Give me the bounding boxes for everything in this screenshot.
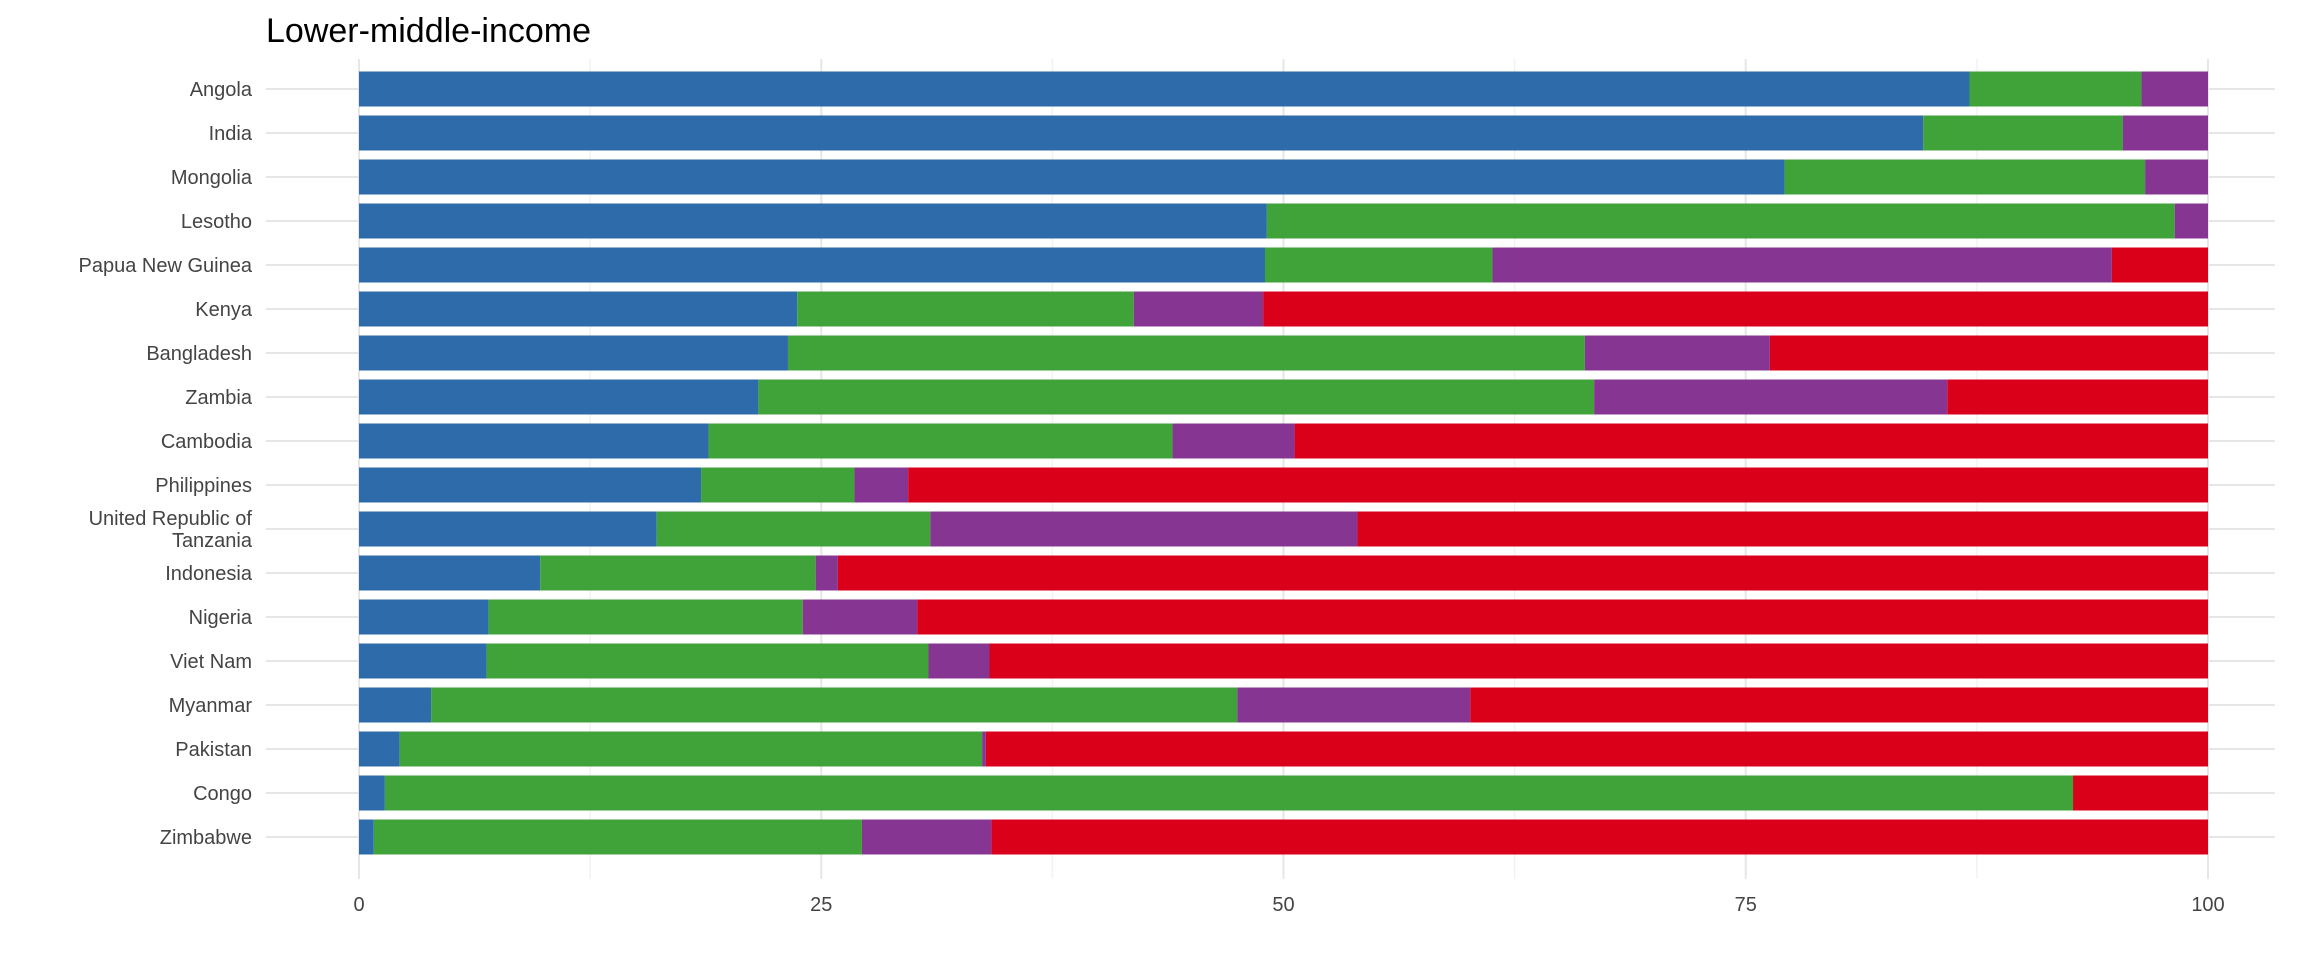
bar-segment (2122, 115, 2208, 151)
bar-segment (1923, 115, 2123, 151)
y-axis-label: Zimbabwe (160, 827, 252, 849)
bar-segment (399, 731, 983, 767)
bar-segment (359, 71, 1970, 107)
x-tick-label: 50 (1272, 894, 1294, 916)
bar-segment (359, 379, 759, 415)
x-tick-label: 75 (1735, 894, 1757, 916)
bar-segment (1265, 247, 1493, 283)
y-axis-label: Myanmar (169, 695, 253, 717)
bar-segment (861, 819, 992, 855)
bar-segment (359, 511, 657, 547)
bar-segment (2141, 71, 2208, 107)
bar-segment (854, 467, 909, 503)
x-tick-label: 0 (353, 894, 364, 916)
bar-segment (373, 819, 862, 855)
y-axis-label: United Republic of Tanzania (89, 508, 253, 552)
bar-segment (1947, 379, 2208, 415)
bar-segment (656, 511, 931, 547)
chart-title: Lower-middle-income (266, 12, 591, 50)
bar-segment (2174, 203, 2208, 239)
bar-segment (787, 335, 1585, 371)
bar-segment (1769, 335, 2208, 371)
bar-segment (1357, 511, 2208, 547)
bar-segment (1294, 423, 2208, 459)
bar-segment (359, 731, 400, 767)
bar-segment (991, 819, 2209, 855)
y-axis-label: Congo (193, 783, 252, 805)
bar-segment (359, 775, 385, 811)
bar-segment (359, 555, 541, 591)
bar-segment (985, 731, 2208, 767)
bar-segment (908, 467, 2208, 503)
y-axis-label: Zambia (185, 387, 253, 409)
bar-segment (2073, 775, 2208, 811)
bar-segment (1584, 335, 1770, 371)
bar-segment (758, 379, 1595, 415)
bar-segment (359, 291, 798, 327)
x-axis-ticks: 0 25 50 75 100 (353, 894, 2224, 916)
y-axis-label: Viet Nam (170, 651, 252, 673)
y-axis-label: Papua New Guinea (79, 255, 253, 277)
y-axis-label: Indonesia (165, 563, 253, 585)
bar-segment (359, 203, 1267, 239)
bar-segment (989, 643, 2208, 679)
bar-segment (488, 599, 803, 635)
bar-segment (1594, 379, 1948, 415)
bar-segment (802, 599, 918, 635)
bar-segment (1969, 71, 2142, 107)
bar-segment (701, 467, 855, 503)
bar-segment (1237, 687, 1471, 723)
x-tick-label: 25 (810, 894, 832, 916)
bar-segment (359, 467, 702, 503)
bar-segment (1133, 291, 1264, 327)
bar-segment (1266, 203, 2175, 239)
bar-segment (359, 599, 489, 635)
bar-segment (797, 291, 1134, 327)
bar-segment (486, 643, 929, 679)
bar-segment (359, 247, 1266, 283)
y-axis-label: Bangladesh (146, 343, 252, 365)
y-axis-label: Philippines (155, 475, 252, 497)
y-axis-labels: Angola India Mongolia Lesotho Papua New Guin… (79, 79, 253, 849)
y-axis-label: Kenya (195, 299, 253, 321)
bar-segment (837, 555, 2208, 591)
bar-segment (359, 687, 432, 723)
bar-segment (708, 423, 1173, 459)
bar-segment (930, 511, 1358, 547)
bar-segment (1470, 687, 2208, 723)
bar-segment (359, 643, 487, 679)
bar-segment (2145, 159, 2208, 195)
y-axis-label: India (209, 123, 253, 145)
bar-segment (1172, 423, 1295, 459)
y-axis-label: Angola (190, 79, 253, 101)
bar-segment (928, 643, 990, 679)
bar-segment (1492, 247, 2112, 283)
bar-segment (359, 159, 1785, 195)
bar-segment (540, 555, 816, 591)
y-axis-label: Mongolia (171, 167, 253, 189)
bar-segment (982, 731, 986, 767)
y-axis-label: Nigeria (189, 607, 253, 629)
bar-segment (359, 335, 788, 371)
bar-segment (917, 599, 2209, 635)
bar-segment (815, 555, 838, 591)
bar-segment (359, 819, 374, 855)
bar-segment (384, 775, 2074, 811)
y-axis-label: Cambodia (161, 431, 253, 453)
bar-segment (1263, 291, 2208, 327)
y-axis-label: Pakistan (175, 739, 252, 761)
bar-segment (359, 423, 709, 459)
bar-segment (2111, 247, 2208, 283)
bar-segment (431, 687, 1238, 723)
x-tick-label: 100 (2191, 894, 2224, 916)
bar-segment (359, 115, 1924, 151)
bar-segment (1784, 159, 2146, 195)
bars (359, 71, 2209, 855)
y-axis-label: Lesotho (181, 211, 252, 233)
